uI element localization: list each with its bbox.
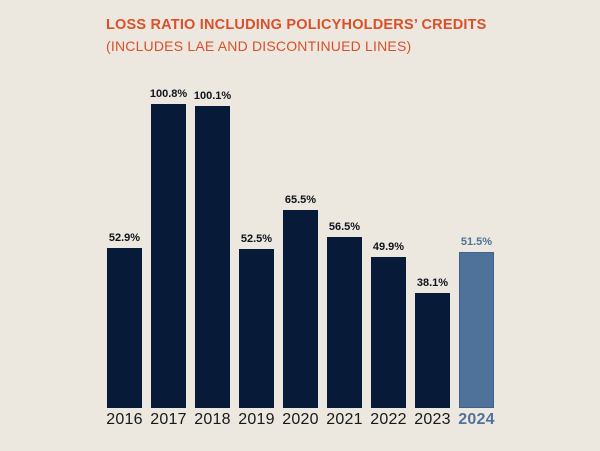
bar-group-2019: 52.5% 2019 xyxy=(238,233,274,428)
axis-label-2024: 2024 xyxy=(458,411,495,428)
bar-value-label-2016: 52.9% xyxy=(108,232,141,244)
bar-group-2020: 65.5% 2020 xyxy=(282,194,318,428)
bar-value-label-2024: 51.5% xyxy=(460,236,493,248)
bar-group-2016: 52.9% 2016 xyxy=(106,232,142,428)
bar-value-label-2023: 38.1% xyxy=(416,277,449,289)
axis-label-2016: 2016 xyxy=(106,411,143,428)
bar-group-2017: 100.8% 2017 xyxy=(149,88,188,428)
bar-2021 xyxy=(327,237,362,408)
bar-value-label-2021: 56.5% xyxy=(328,221,361,233)
axis-label-2018: 2018 xyxy=(194,411,231,428)
bar-chart: 52.9% 2016 100.8% 2017 100.1% 2018 52.5% 2019 65… xyxy=(106,0,494,428)
chart-subtitle: (INCLUDES LAE AND DISCONTINUED LINES) xyxy=(106,38,412,54)
axis-label-2019: 2019 xyxy=(238,411,275,428)
bar-group-2022: 49.9% 2022 xyxy=(370,241,406,428)
bar-group-2024: 51.5% 2024 xyxy=(458,236,494,428)
axis-label-2021: 2021 xyxy=(326,411,363,428)
bar-2018 xyxy=(195,106,230,408)
bar-value-label-2017: 100.8% xyxy=(149,88,188,100)
axis-label-2020: 2020 xyxy=(282,411,319,428)
bar-value-label-2018: 100.1% xyxy=(193,90,232,102)
bar-2019 xyxy=(239,249,274,408)
axis-label-2017: 2017 xyxy=(150,411,187,428)
bar-2020 xyxy=(283,210,318,408)
bar-value-label-2022: 49.9% xyxy=(372,241,405,253)
bar-2017 xyxy=(151,104,186,408)
axis-label-2022: 2022 xyxy=(370,411,407,428)
bar-group-2023: 38.1% 2023 xyxy=(414,277,450,428)
bar-2023 xyxy=(415,293,450,408)
chart-title: LOSS RATIO INCLUDING POLICYHOLDERS’ CRED… xyxy=(106,17,487,33)
bar-2024 xyxy=(459,252,494,408)
bar-2022 xyxy=(371,257,406,408)
bar-group-2018: 100.1% 2018 xyxy=(193,90,232,428)
bar-group-2021: 56.5% 2021 xyxy=(326,221,362,428)
bar-value-label-2019: 52.5% xyxy=(240,233,273,245)
axis-label-2023: 2023 xyxy=(414,411,451,428)
bar-2016 xyxy=(107,248,142,408)
bar-value-label-2020: 65.5% xyxy=(284,194,317,206)
